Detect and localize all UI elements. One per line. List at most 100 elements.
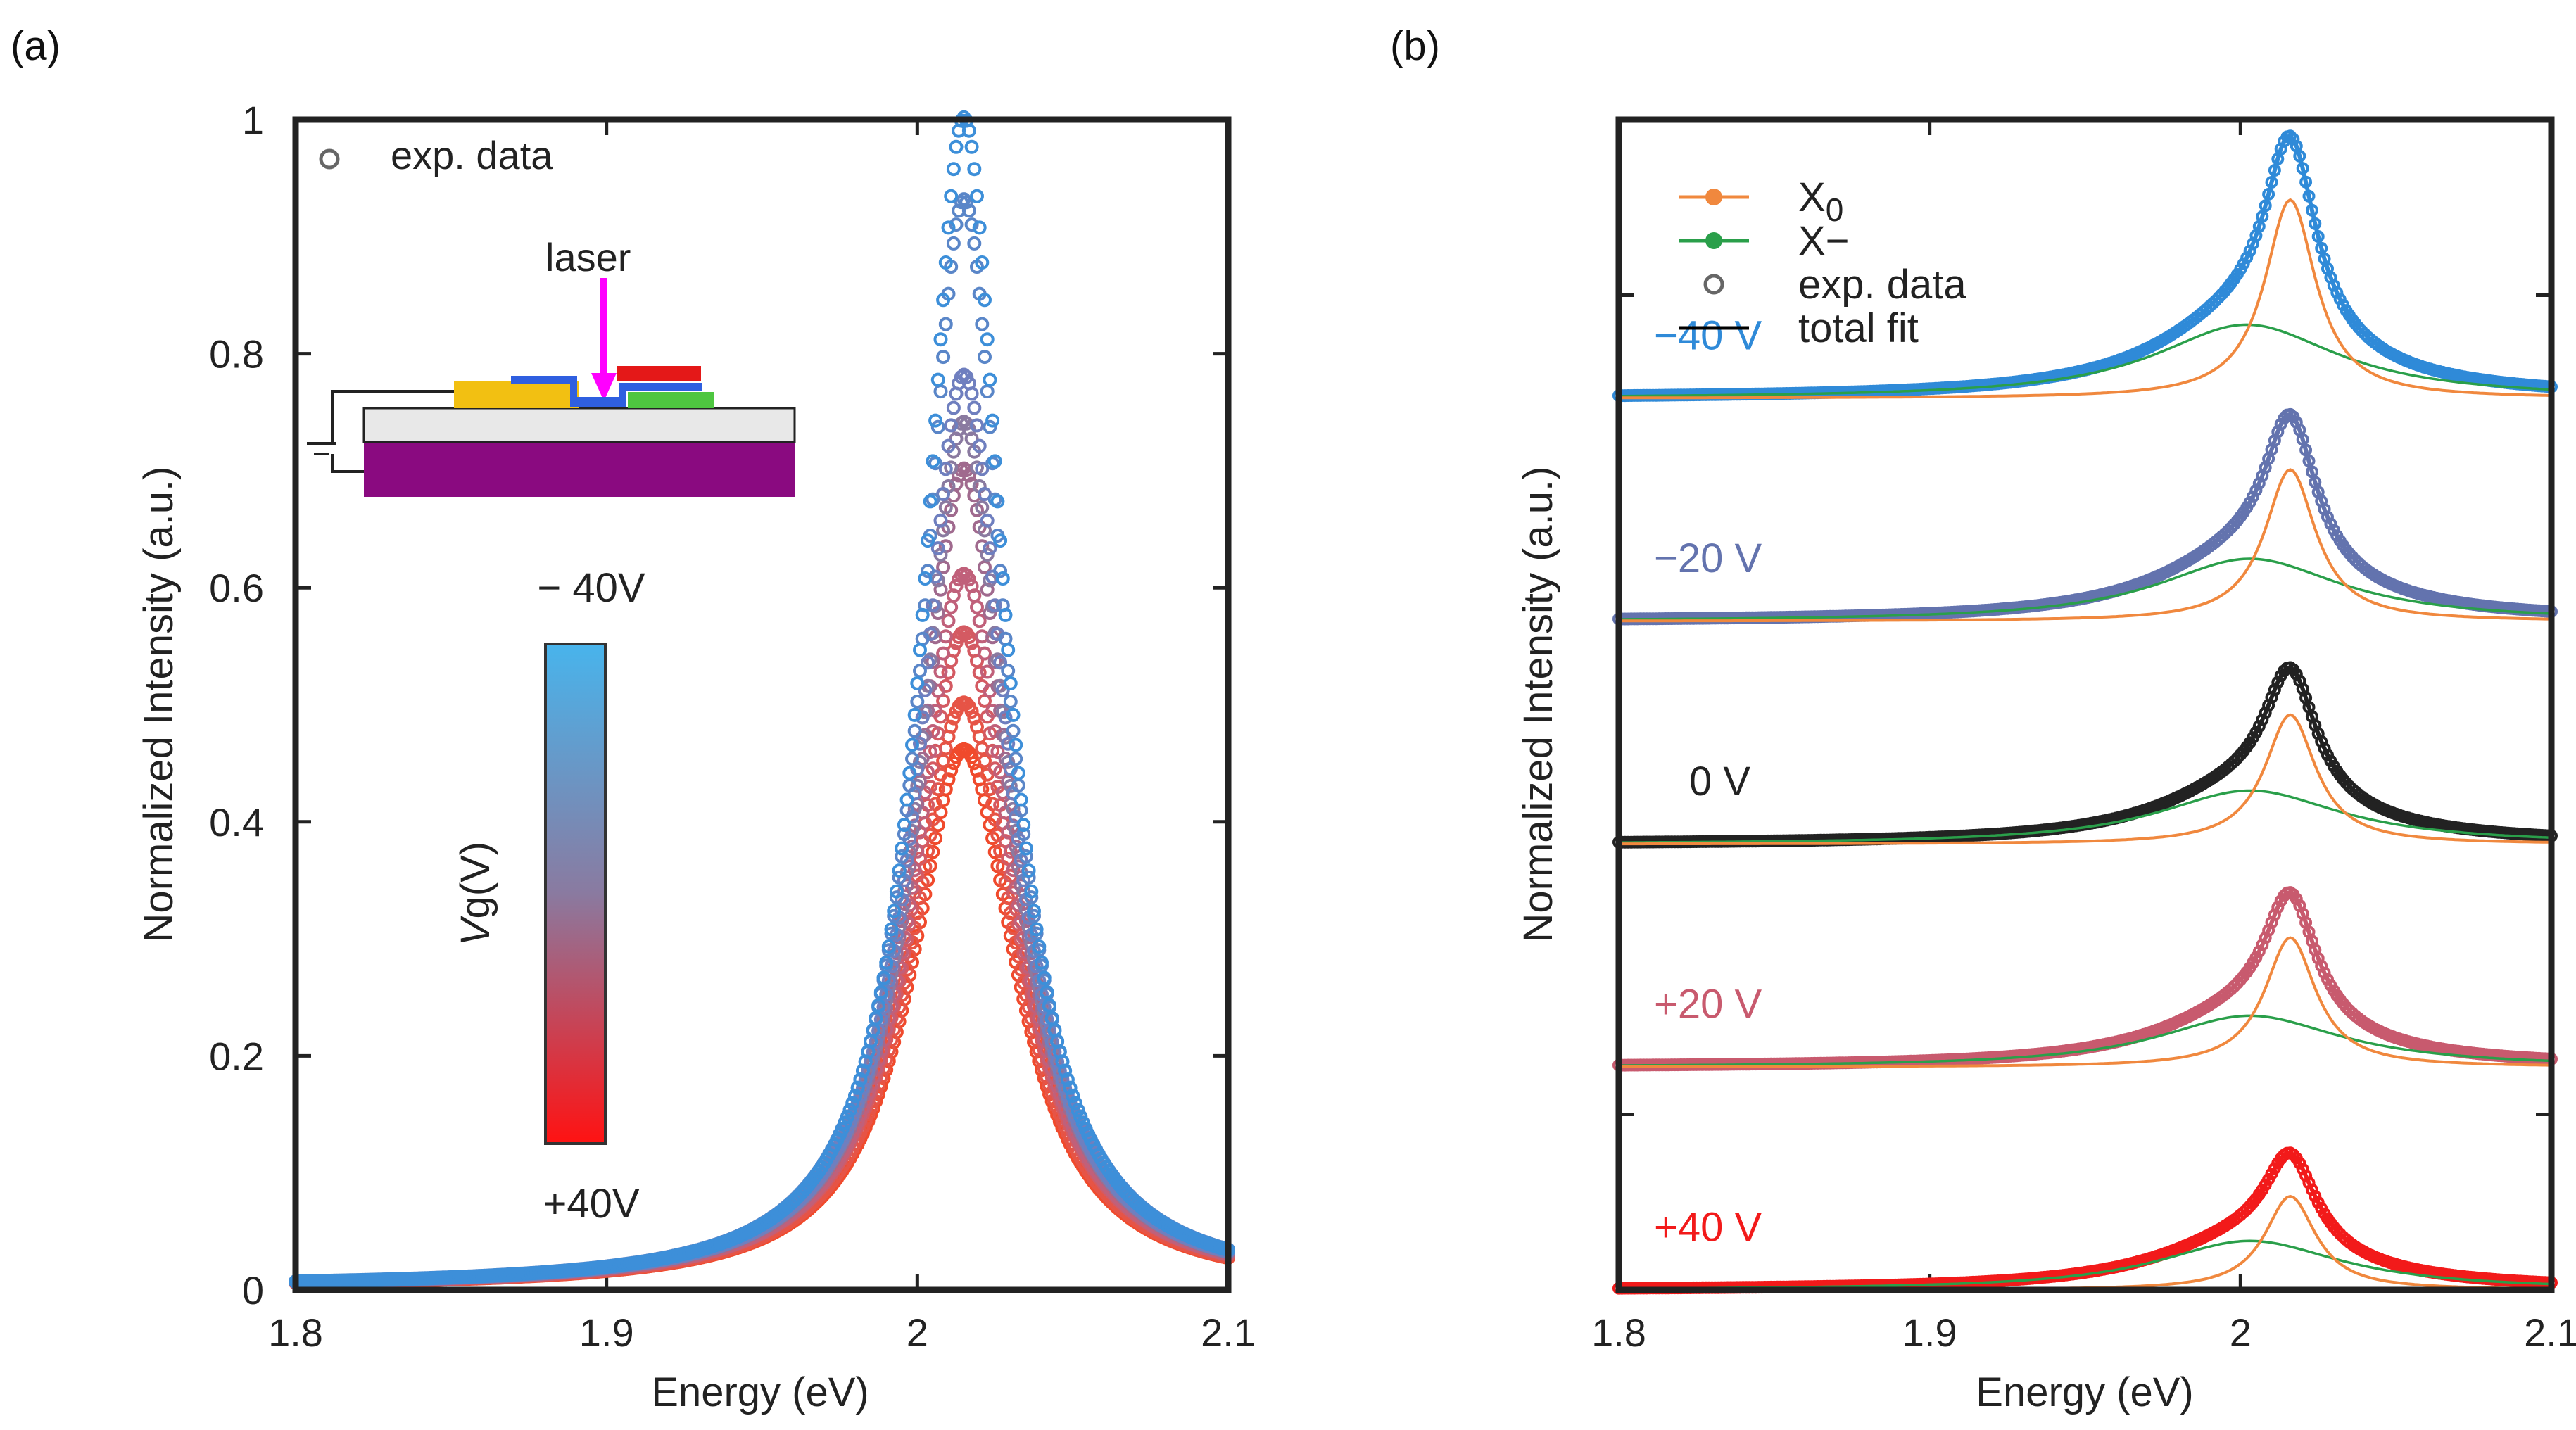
voltage-label: 0 V: [1689, 759, 1750, 804]
data-point: [1024, 884, 1039, 899]
data-point: [1001, 664, 1016, 678]
voltage-label: −20 V: [1654, 536, 1762, 581]
data-point: [876, 970, 891, 985]
data-point: [915, 607, 930, 622]
data-point: [980, 332, 995, 347]
panel-a-series--30V: [289, 192, 1235, 1289]
data-point: [902, 766, 917, 780]
data-point: [897, 818, 911, 833]
data-point: [964, 217, 979, 232]
data-point: [928, 797, 943, 811]
data-point: [949, 578, 964, 593]
data-point: [964, 704, 979, 719]
data-point: [850, 1096, 865, 1111]
data-point: [845, 1096, 860, 1111]
data-point: [1018, 849, 1033, 863]
data-point: [1032, 939, 1047, 954]
data-point: [887, 909, 902, 923]
data-point: [905, 738, 919, 752]
device-schematic-inset: laser: [307, 235, 796, 497]
data-point: [1055, 1072, 1070, 1087]
data-point: [949, 217, 964, 232]
data-point: [944, 418, 959, 433]
data-point: [946, 162, 961, 177]
data-point: [1035, 955, 1049, 970]
legend-entry: X0: [1679, 175, 1843, 228]
data-point: [930, 372, 945, 387]
data-point: [1042, 998, 1056, 1013]
panel-a-ytick-label: 1: [242, 98, 264, 142]
panel-a-legend-marker: [319, 148, 340, 170]
data-point: [910, 695, 925, 709]
data-point: [2252, 945, 2266, 958]
legend-label: X−: [1798, 218, 1850, 264]
colorbar-bottom-label: +40V: [543, 1181, 639, 1227]
panel-a-series: [289, 110, 1235, 1290]
data-point: [858, 1072, 873, 1087]
legend-marker: [1705, 232, 1722, 249]
colorbar-axis-label: Vg(V): [453, 842, 498, 946]
data-point: [946, 711, 961, 726]
data-point: [884, 926, 899, 941]
panel-b-xtick-label: 1.9: [1902, 1310, 1957, 1355]
data-point: [967, 400, 982, 415]
data-point: [980, 513, 995, 528]
data-point: [980, 548, 995, 562]
x0-fit-line: [1618, 468, 2552, 623]
data-point: [978, 560, 992, 574]
data-point: [1006, 723, 1021, 738]
data-point: [972, 438, 987, 453]
data-point: [961, 203, 976, 218]
data-point: [871, 998, 886, 1013]
colorbar-top-label: − 40V: [537, 565, 645, 611]
x0-fit-line: [1619, 936, 2552, 1068]
data-point: [964, 386, 979, 401]
data-point: [879, 955, 894, 970]
data-point: [913, 643, 927, 657]
legend-label: X0: [1798, 175, 1843, 228]
data-point: [907, 723, 922, 738]
voltage-label: +20 V: [1654, 982, 1762, 1027]
data-point: [1001, 754, 1016, 769]
data-point: [990, 494, 1005, 509]
legend-entry: exp. data: [1703, 262, 1966, 308]
data-point: [1060, 1088, 1075, 1103]
data-point: [930, 782, 945, 797]
data-point: [895, 987, 909, 1002]
panel-b-xtick-label: 2.1: [2524, 1310, 2576, 1355]
data-point: [926, 454, 940, 469]
panel-b-ylabel: Normalized Intensity (a.u.): [1515, 467, 1561, 943]
panel-label-a: (a): [11, 23, 61, 69]
data-point: [959, 195, 974, 210]
panel-a-series-+40V: [289, 742, 1235, 1290]
panel-a-xtick-label: 2.1: [1201, 1310, 1256, 1355]
data-point: [910, 676, 925, 690]
gate-voltage-colorbar: − 40V +40V Vg(V): [453, 565, 645, 1227]
data-point: [941, 438, 956, 453]
data-point: [928, 743, 943, 758]
data-point: [985, 797, 1000, 811]
x-minus-fit-line: [1618, 789, 2552, 844]
data-point: [887, 904, 902, 918]
data-point: [850, 1080, 865, 1095]
panel-b-xlabel: Energy (eV): [1976, 1369, 2193, 1415]
panel-b-xtick-label: 2: [2230, 1310, 2252, 1355]
data-point: [967, 711, 982, 726]
panel-b-axes-frame: [1615, 116, 2555, 1293]
data-point: [892, 870, 907, 885]
panel-a-ticks: [293, 118, 1230, 1292]
panel-a-xtick-label: 2: [907, 1310, 928, 1355]
data-point: [944, 719, 959, 734]
data-point: [936, 646, 951, 661]
panel-b-voltage-labels: −40 V−20 V0 V+20 V+40 V: [1654, 312, 1762, 1250]
data-point: [975, 317, 990, 331]
data-point: [840, 1110, 854, 1124]
x-minus-fit-line: [1619, 1014, 2552, 1067]
data-point: [938, 317, 953, 331]
data-point: [1003, 676, 1018, 690]
colorbar-gradient: [544, 643, 607, 1145]
data-point: [941, 614, 956, 628]
data-point: [1014, 792, 1028, 807]
top-flake: [617, 366, 701, 381]
